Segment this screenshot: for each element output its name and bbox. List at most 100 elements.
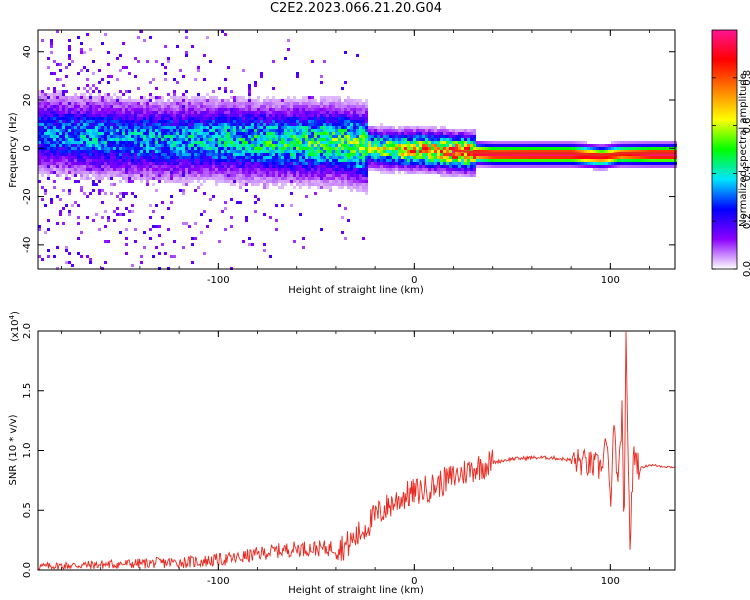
spectrogram-cell [332,177,335,180]
spectrogram-cell [95,138,98,141]
spectrogram-cell [341,159,344,162]
spectrogram-cell [230,144,233,147]
spectrogram-cell [422,138,425,141]
spectrogram-cell [401,144,404,147]
spectrogram-cell [470,135,473,138]
spectrogram-cell [206,162,209,165]
spectrogram-cell [584,159,587,162]
spectrogram-cell [302,141,305,144]
spectrogram-cell [86,117,89,120]
spectrogram-cell [461,162,464,165]
spectrogram-ridge-line [453,149,674,157]
spectrogram-cell [308,105,311,108]
spectrogram-cell [326,105,329,108]
spectrogram-cell [359,141,362,144]
spectrogram-cell [443,138,446,141]
spectrogram-cell [161,141,164,144]
spectrogram-cell [116,150,119,153]
spectrogram-cell [344,129,347,132]
spectrogram-cell [311,99,314,102]
spectrogram-cell [296,183,299,186]
spectrogram-cell [179,105,182,108]
spectrogram-cell [266,96,269,99]
spectrogram-cell [59,165,62,168]
spectrogram-cell [407,135,410,138]
spectrogram-cell [329,159,332,162]
spectrogram-cell [56,102,59,105]
spectrogram-cell [44,150,47,153]
spectrogram-cell [590,156,593,159]
spectrogram-cell [350,162,353,165]
spectrogram-cell [326,153,329,156]
spectrogram-cell [320,96,323,99]
spectrogram-cell [299,132,302,135]
spectrogram-cell [260,141,263,144]
spectrogram-cell [173,108,176,111]
spectrogram-cell [86,141,89,144]
spectrogram-cell [443,156,446,159]
spectrogram-cell [305,105,308,108]
spectrogram-cell [119,159,122,162]
spectrogram-cell [230,159,233,162]
spectrogram-cell [152,144,155,147]
spectrogram-cell [542,162,545,165]
spectrogram-cell [221,159,224,162]
spectrogram-cell [179,102,182,105]
spectrogram-cell [167,132,170,135]
spectrogram-cell [188,126,191,129]
spectrogram-cell [548,159,551,162]
spectrogram-cell [479,144,482,147]
spectrogram-cell [41,186,44,189]
spectrogram-cell [152,129,155,132]
spectrogram-cell [389,144,392,147]
spectrogram-cell [635,144,638,147]
spectrogram-cell [647,165,650,168]
spectrogram-cell [245,117,248,120]
spectrogram-cell [539,153,542,156]
spectrogram-cell [230,216,233,219]
spectrogram-cell [284,132,287,135]
spectrogram-cell [50,117,53,120]
spectrogram-cell [203,138,206,141]
colorbar-ticks: 0.00.20.40.60.8 [712,70,750,277]
spectrogram-cell [116,96,119,99]
spectrogram-cell [287,174,290,177]
spectrogram-cell [260,168,263,171]
spectrogram-cell [287,147,290,150]
spectrogram-cell [335,183,338,186]
spectrogram-cell [194,174,197,177]
spectrogram-cell [128,90,131,93]
spectrogram-cell [365,144,368,147]
spectrogram-cell [269,120,272,123]
spectrogram-cell [200,108,203,111]
spectrogram-cell [104,171,107,174]
spectrogram-cell [302,132,305,135]
spectrogram-cell [119,120,122,123]
spectrogram-cell [344,120,347,123]
spectrogram-cell [317,156,320,159]
spectrogram-cell [455,129,458,132]
spectrogram-cell [77,147,80,150]
spectrogram-cell [47,132,50,135]
spectrogram-cell [317,186,320,189]
spectrogram-cell [386,165,389,168]
spectrogram-cell [95,153,98,156]
spectrogram-cell [296,171,299,174]
spectrogram-cell [164,114,167,117]
spectrogram-cell [233,138,236,141]
spectrogram-cell [50,42,53,45]
spectrogram-cell [293,240,296,243]
spectrogram-cell [428,159,431,162]
spectrogram-cell [47,111,50,114]
spectrogram-cell [467,147,470,150]
colorbar-gradient [711,29,738,270]
spectrogram-cell [221,138,224,141]
spectrogram-cell [83,174,86,177]
spectrogram-cell [362,177,365,180]
spectrogram-cell [155,141,158,144]
spectrogram-cell [227,159,230,162]
spectrogram-cell [299,156,302,159]
spectrogram-cell [224,207,227,210]
spectrogram-cell [185,111,188,114]
spectrogram-cell [350,147,353,150]
